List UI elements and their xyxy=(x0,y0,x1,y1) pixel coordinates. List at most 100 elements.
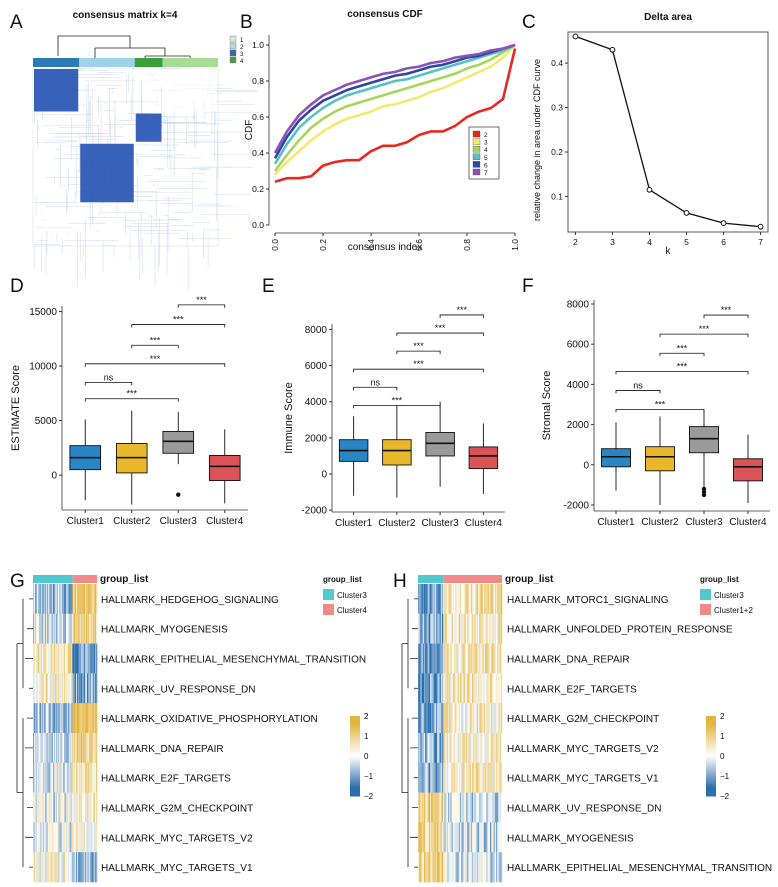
heat-cell xyxy=(425,613,427,644)
y-tick-label: 0.1 xyxy=(551,191,563,201)
heat-cell xyxy=(446,643,449,674)
heat-cell xyxy=(38,733,40,764)
y-tick-label: 0 xyxy=(51,471,57,482)
heat-cell xyxy=(436,584,438,615)
heat-cell xyxy=(79,792,81,823)
scale-step xyxy=(350,734,360,737)
heat-cell xyxy=(482,852,485,883)
heat-cell xyxy=(83,822,85,853)
matrix-noise xyxy=(214,100,243,102)
matrix-noise xyxy=(196,203,222,205)
heat-cell xyxy=(437,822,439,853)
matrix-noise xyxy=(91,89,93,99)
matrix-noise xyxy=(79,231,81,262)
heat-cell xyxy=(70,733,72,764)
heat-cell xyxy=(51,822,53,853)
heat-cell xyxy=(65,613,67,644)
heat-cell xyxy=(96,733,98,764)
heat-cell xyxy=(90,673,92,704)
heat-cell xyxy=(454,822,456,853)
heat-cell xyxy=(419,852,421,883)
matrix-noise xyxy=(148,215,153,217)
dendro-leaves xyxy=(410,598,418,868)
scale-step xyxy=(350,758,360,761)
heat-cell xyxy=(63,613,65,644)
delta-point xyxy=(646,186,653,193)
heat-cell xyxy=(69,613,71,644)
heat-cell xyxy=(475,613,478,644)
significance-label: *** xyxy=(456,305,467,315)
heat-cell xyxy=(492,584,494,615)
heat-cell xyxy=(488,673,491,704)
heat-cell xyxy=(451,822,454,853)
x-tick-label: Cluster2 xyxy=(113,516,151,527)
matrix-noise xyxy=(192,233,194,242)
heat-cell xyxy=(38,673,40,704)
heat-cell xyxy=(41,703,43,734)
scale-step xyxy=(350,721,360,724)
heat-cell xyxy=(436,822,438,853)
heat-cell xyxy=(83,733,85,764)
heat-cell xyxy=(40,822,42,853)
heat-cell xyxy=(443,613,445,644)
heat-cell xyxy=(486,643,488,674)
y-axis-label: CDF xyxy=(244,120,255,141)
row-label: HALLMARK_G2M_CHECKPOINT xyxy=(507,714,659,725)
heat-cell xyxy=(428,792,431,823)
heat-cell xyxy=(437,584,439,615)
scale-step xyxy=(706,717,716,720)
legend-swatch xyxy=(229,42,237,50)
heat-cell xyxy=(79,613,81,644)
heat-cell xyxy=(448,703,450,734)
heat-cell xyxy=(496,822,498,853)
heat-cell xyxy=(36,792,38,823)
legend-label: Cluster1+2 xyxy=(714,606,753,615)
heat-cell xyxy=(470,703,473,734)
heat-cell xyxy=(69,792,71,823)
heat-cell xyxy=(462,792,464,823)
heat-cell xyxy=(59,733,61,764)
scale-step xyxy=(706,745,716,748)
scale-step xyxy=(706,726,716,729)
heat-cell xyxy=(81,643,83,674)
heat-cell xyxy=(40,703,42,734)
heat-cell xyxy=(70,703,72,734)
matrix-noise xyxy=(51,235,53,238)
scale-step xyxy=(706,790,716,793)
heat-cell xyxy=(491,643,493,674)
heat-cell xyxy=(96,643,98,674)
heat-cell xyxy=(54,643,56,674)
heat-cell xyxy=(75,733,77,764)
matrix-noise xyxy=(203,229,204,259)
heat-cell xyxy=(426,673,428,704)
scale-step xyxy=(706,786,716,789)
matrix-noise xyxy=(145,232,181,234)
x-tick-label: Cluster3 xyxy=(422,518,460,529)
heat-cell xyxy=(451,613,454,644)
heat-cell xyxy=(449,613,451,644)
heat-cell xyxy=(56,852,58,883)
heat-cell xyxy=(33,762,36,793)
heat-cell xyxy=(446,703,449,734)
heat-cell xyxy=(482,733,485,764)
matrix-noise xyxy=(141,138,187,140)
heat-cell xyxy=(488,584,491,615)
heat-cell xyxy=(476,584,479,615)
heat-cell xyxy=(81,792,83,823)
heat-cell xyxy=(479,703,481,734)
heat-cell xyxy=(418,733,420,764)
heat-cell xyxy=(496,613,498,644)
heat-cell xyxy=(432,643,434,674)
heat-cell xyxy=(68,762,70,793)
heat-cell xyxy=(476,792,479,823)
heat-cell xyxy=(42,584,44,615)
heat-cell xyxy=(34,822,37,853)
heat-cell xyxy=(34,643,37,674)
heat-cell xyxy=(464,584,467,615)
heat-cell xyxy=(475,852,478,883)
heat-cell xyxy=(64,643,66,674)
heat-cell xyxy=(463,673,466,704)
heat-cell xyxy=(476,852,479,883)
heat-cell xyxy=(497,584,499,615)
significance-label: *** xyxy=(150,354,161,364)
